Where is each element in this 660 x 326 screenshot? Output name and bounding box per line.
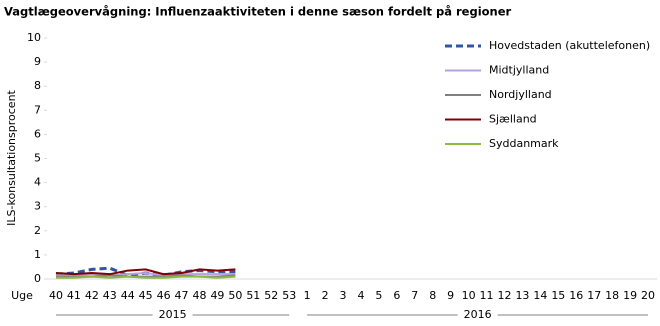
x-tick-label: 10: [462, 289, 476, 302]
legend-label: Midtjylland: [489, 64, 549, 77]
y-tick-label: 9: [34, 55, 41, 68]
x-tick-label: 50: [228, 289, 242, 302]
x-tick-label: 51: [246, 289, 260, 302]
x-tick-label: 14: [533, 289, 547, 302]
x-tick-label: 6: [393, 289, 400, 302]
legend-label: Syddanmark: [489, 137, 559, 150]
x-tick-label: 53: [282, 289, 296, 302]
x-tick-label: 44: [121, 289, 135, 302]
x-tick-label: 12: [498, 289, 512, 302]
x-tick-label: 11: [480, 289, 494, 302]
x-tick-label: 2: [322, 289, 329, 302]
y-tick-label: 3: [34, 200, 41, 213]
x-tick-label: 41: [67, 289, 81, 302]
x-tick-label: 13: [515, 289, 529, 302]
series-line: [55, 268, 236, 276]
x-tick-label: 47: [175, 289, 189, 302]
y-axis-label: ILS-konsultationsprocent: [5, 89, 18, 225]
y-tick-label: 1: [34, 248, 41, 261]
y-tick-label: 7: [34, 103, 41, 116]
x-tick-label: 1: [304, 289, 311, 302]
x-tick-label: 46: [157, 289, 171, 302]
x-tick-label: 8: [429, 289, 436, 302]
x-tick-label: 19: [623, 289, 637, 302]
x-tick-label: 18: [605, 289, 619, 302]
y-tick-label: 5: [34, 152, 41, 165]
legend-label: Nordjylland: [489, 88, 552, 101]
group-label: 2016: [464, 308, 492, 321]
x-tick-label: 42: [85, 289, 99, 302]
series-line: [55, 275, 236, 279]
x-tick-label: 40: [49, 289, 63, 302]
x-axis-label: Uge: [11, 289, 33, 302]
x-tick-label: 5: [375, 289, 382, 302]
x-tick-label: 20: [641, 289, 655, 302]
legend-label: Sjælland: [489, 113, 537, 126]
x-tick-label: 4: [357, 289, 364, 302]
y-tick-label: 0: [34, 272, 41, 285]
series-line: [55, 271, 236, 277]
y-tick-label: 2: [34, 224, 41, 237]
x-tick-label: 45: [139, 289, 153, 302]
x-tick-label: 15: [551, 289, 565, 302]
x-tick-label: 3: [340, 289, 347, 302]
x-tick-label: 9: [447, 289, 454, 302]
y-tick-label: 8: [34, 79, 41, 92]
x-tick-label: 7: [411, 289, 418, 302]
x-tick-label: 16: [569, 289, 583, 302]
y-tick-label: 6: [34, 127, 41, 140]
x-tick-label: 49: [210, 289, 224, 302]
legend-label: Hovedstaden (akuttelefonen): [489, 39, 650, 52]
chart-title: Vagtlægeovervågning: Influenzaaktivitete…: [4, 5, 512, 19]
x-tick-label: 43: [103, 289, 117, 302]
x-tick-label: 52: [264, 289, 278, 302]
group-label: 2015: [159, 308, 187, 321]
y-tick-label: 10: [27, 31, 41, 44]
y-tick-label: 4: [34, 176, 41, 189]
x-tick-label: 17: [587, 289, 601, 302]
x-tick-label: 48: [193, 289, 207, 302]
